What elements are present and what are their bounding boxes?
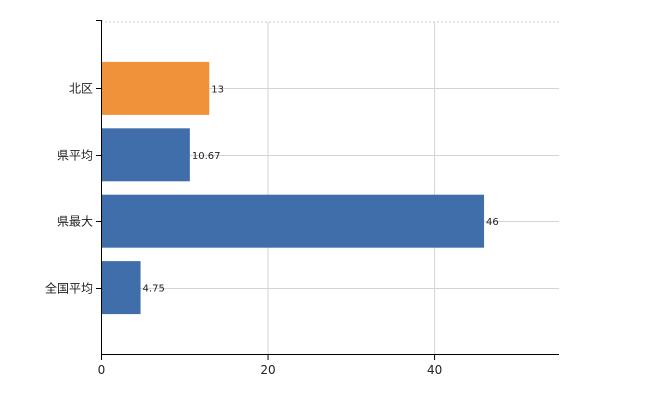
data-label: 13 (211, 84, 224, 95)
x-tick-label: 0 (98, 363, 106, 377)
category-label: 全国平均 (45, 281, 93, 296)
bar-1 (102, 128, 190, 182)
data-label: 10.67 (192, 151, 221, 162)
bar-2 (102, 194, 485, 248)
category-label: 北区 (69, 82, 93, 96)
bar-layer (102, 61, 485, 315)
data-label: 4.75 (143, 284, 165, 295)
category-label: 県平均 (57, 149, 93, 163)
category-label: 県最大 (57, 215, 93, 229)
x-tick-label: 40 (427, 363, 442, 377)
bar-0 (102, 61, 210, 115)
bar-3 (102, 261, 141, 315)
x-tick-label: 20 (260, 363, 275, 377)
axis-layer (96, 20, 559, 360)
data-label: 46 (486, 217, 499, 228)
